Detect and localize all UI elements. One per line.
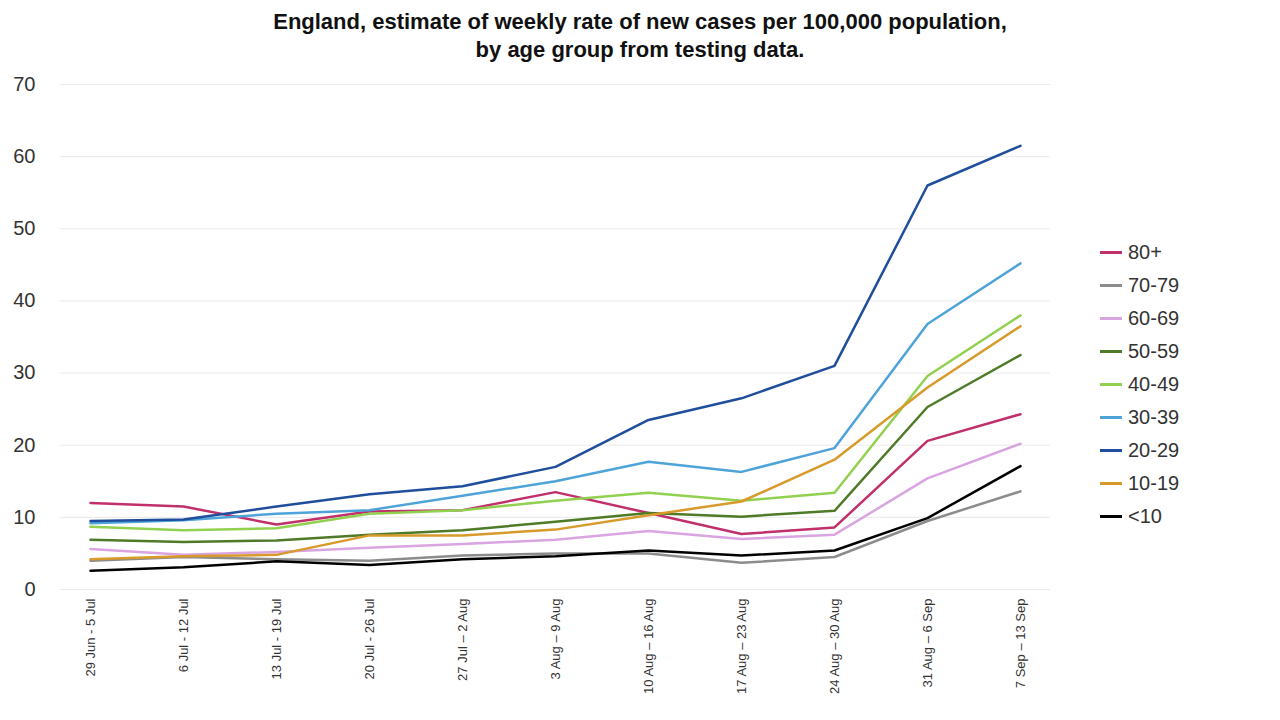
html-text:50-59: 50-59	[1128, 339, 1180, 362]
html-text:<10: <10	[1128, 504, 1162, 527]
svg-text:40: 40	[13, 289, 35, 311]
svg-text:10 Aug – 16 Aug: 10 Aug – 16 Aug	[641, 599, 656, 694]
svg-text:7 Sep – 13 Sep: 7 Sep – 13 Sep	[1013, 599, 1028, 689]
svg-text:13 Jul - 19 Jul: 13 Jul - 19 Jul	[269, 598, 284, 679]
html-text:30-39: 30-39	[1128, 405, 1180, 428]
svg-text:17 Aug – 23 Aug: 17 Aug – 23 Aug	[734, 599, 749, 694]
svg-text:3 Aug – 9 Aug: 3 Aug – 9 Aug	[548, 599, 563, 680]
svg-text:10: 10	[13, 506, 35, 528]
svg-text:27 Jul – 2 Aug: 27 Jul – 2 Aug	[455, 599, 470, 681]
svg-text:50: 50	[13, 217, 35, 239]
html-text:60-69: 60-69	[1128, 306, 1180, 329]
html-text:80+: 80+	[1128, 240, 1162, 263]
svg-text:30: 30	[13, 361, 35, 383]
html-text:England, estimate of weekly ra: England, estimate of weekly rate of new …	[273, 9, 1007, 34]
html-text:40-49: 40-49	[1128, 372, 1180, 395]
svg-text:60: 60	[13, 145, 35, 167]
svg-text:6 Jul - 12 Jul: 6 Jul - 12 Jul	[176, 598, 191, 672]
svg-text:0: 0	[24, 578, 35, 600]
svg-text:31 Aug – 6 Sep: 31 Aug – 6 Sep	[920, 599, 935, 688]
svg-text:70: 70	[13, 73, 35, 95]
html-text:by age group from testing data: by age group from testing data.	[475, 37, 805, 62]
html-text:20-29: 20-29	[1128, 438, 1180, 461]
html-text:70-79: 70-79	[1128, 273, 1180, 296]
svg-text:20 Jul - 26 Jul: 20 Jul - 26 Jul	[362, 598, 377, 679]
svg-text:29 Jun - 5 Jul: 29 Jun - 5 Jul	[83, 598, 98, 676]
svg-text:20: 20	[13, 434, 35, 456]
svg-text:24 Aug – 30 Aug: 24 Aug – 30 Aug	[827, 599, 842, 694]
html-text:10-19: 10-19	[1128, 471, 1180, 494]
